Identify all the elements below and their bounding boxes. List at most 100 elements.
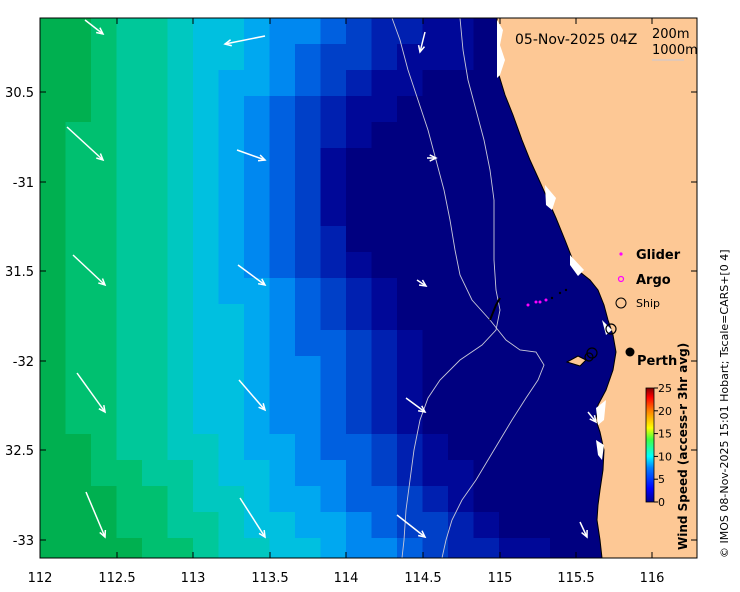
- field-cell: [91, 330, 118, 357]
- field-cell: [320, 18, 347, 45]
- field-cell: [422, 96, 449, 123]
- field-cell: [320, 174, 347, 201]
- x-tick-label: 112.5: [98, 571, 135, 586]
- field-cell: [448, 538, 475, 558]
- wind-arrow-head: [96, 153, 105, 162]
- field-cell: [448, 278, 475, 305]
- field-cell: [499, 148, 526, 175]
- field-cell: [218, 304, 245, 331]
- field-cell: [422, 434, 449, 461]
- field-cell: [320, 538, 347, 558]
- field-cell: [244, 200, 271, 227]
- field-cell: [40, 70, 67, 97]
- field-cell: [218, 252, 245, 279]
- wind-arrow-shaft: [236, 149, 266, 161]
- field-cell: [524, 512, 551, 539]
- field-cell: [116, 70, 143, 97]
- field-cell: [269, 304, 296, 331]
- field-cell: [65, 174, 92, 201]
- field-cell: [218, 538, 245, 558]
- field-cell: [320, 460, 347, 487]
- field-cell: [295, 70, 322, 97]
- field-cell: [193, 96, 220, 123]
- field-cell: [473, 252, 500, 279]
- field-cell: [473, 538, 500, 558]
- field-cell: [422, 174, 449, 201]
- field-cell: [499, 486, 526, 513]
- field-cell: [422, 226, 449, 253]
- field-cell: [346, 460, 373, 487]
- colorbar-ticks: 25 20 15 10 5 0: [654, 382, 672, 509]
- field-cell: [116, 96, 143, 123]
- field-cell: [65, 330, 92, 357]
- field-cell: [346, 96, 373, 123]
- legend-argo: Argo: [636, 273, 671, 288]
- field-cell: [193, 460, 220, 487]
- field-cell: [116, 18, 143, 45]
- field-cell: [371, 460, 398, 487]
- perth-marker: [625, 347, 635, 357]
- field-cell: [499, 382, 526, 409]
- field-cell: [346, 122, 373, 149]
- field-cell: [397, 18, 424, 45]
- glider-track: [489, 288, 568, 321]
- wind-arrow-shaft: [238, 379, 266, 411]
- field-cell: [320, 252, 347, 279]
- field-cell: [193, 226, 220, 253]
- field-cell: [524, 226, 551, 253]
- field-cell: [218, 44, 245, 71]
- field-cell: [40, 512, 67, 539]
- field-cell: [40, 18, 67, 45]
- field-cell: [269, 174, 296, 201]
- field-cell: [499, 356, 526, 383]
- field-cell: [524, 304, 551, 331]
- field-cell: [473, 460, 500, 487]
- field-cell: [320, 434, 347, 461]
- field-cell: [116, 460, 143, 487]
- field-cell: [346, 330, 373, 357]
- contour-1000m: [401, 17, 501, 559]
- field-cell: [295, 356, 322, 383]
- field-cell: [142, 148, 169, 175]
- field-cell: [193, 330, 220, 357]
- field-cell: [295, 538, 322, 558]
- field-cell: [320, 278, 347, 305]
- field-cell: [448, 122, 475, 149]
- field-cell: [397, 200, 424, 227]
- field-cell: [295, 200, 322, 227]
- field-cell: [499, 538, 526, 558]
- field-cell: [448, 486, 475, 513]
- field-cell: [269, 122, 296, 149]
- field-cell: [371, 96, 398, 123]
- field-cell: [167, 18, 194, 45]
- field-cell: [371, 200, 398, 227]
- field-cell: [422, 148, 449, 175]
- field-cell: [371, 174, 398, 201]
- field-cell: [142, 122, 169, 149]
- field-cell: [397, 174, 424, 201]
- field-cell: [524, 434, 551, 461]
- field-cell: [320, 408, 347, 435]
- field-cell: [371, 486, 398, 513]
- place-label-perth: Perth: [637, 354, 677, 369]
- field-cell: [218, 278, 245, 305]
- wind-arrow-head: [257, 278, 267, 287]
- field-cell: [167, 96, 194, 123]
- field-cell: [473, 96, 500, 123]
- field-cell: [448, 408, 475, 435]
- field-cell: [116, 252, 143, 279]
- colorbar-tick-label: 20: [658, 405, 672, 418]
- field-cell: [193, 356, 220, 383]
- field-cell: [91, 96, 118, 123]
- field-cell: [397, 278, 424, 305]
- date-label: 05-Nov-2025 04Z: [515, 32, 637, 48]
- field-cell: [244, 356, 271, 383]
- field-cell: [40, 486, 67, 513]
- field-cell: [550, 486, 577, 513]
- field-cell: [448, 382, 475, 409]
- field-cell: [244, 18, 271, 45]
- field-cell: [65, 304, 92, 331]
- field-cell: [295, 408, 322, 435]
- field-cell: [499, 512, 526, 539]
- field-cell: [218, 174, 245, 201]
